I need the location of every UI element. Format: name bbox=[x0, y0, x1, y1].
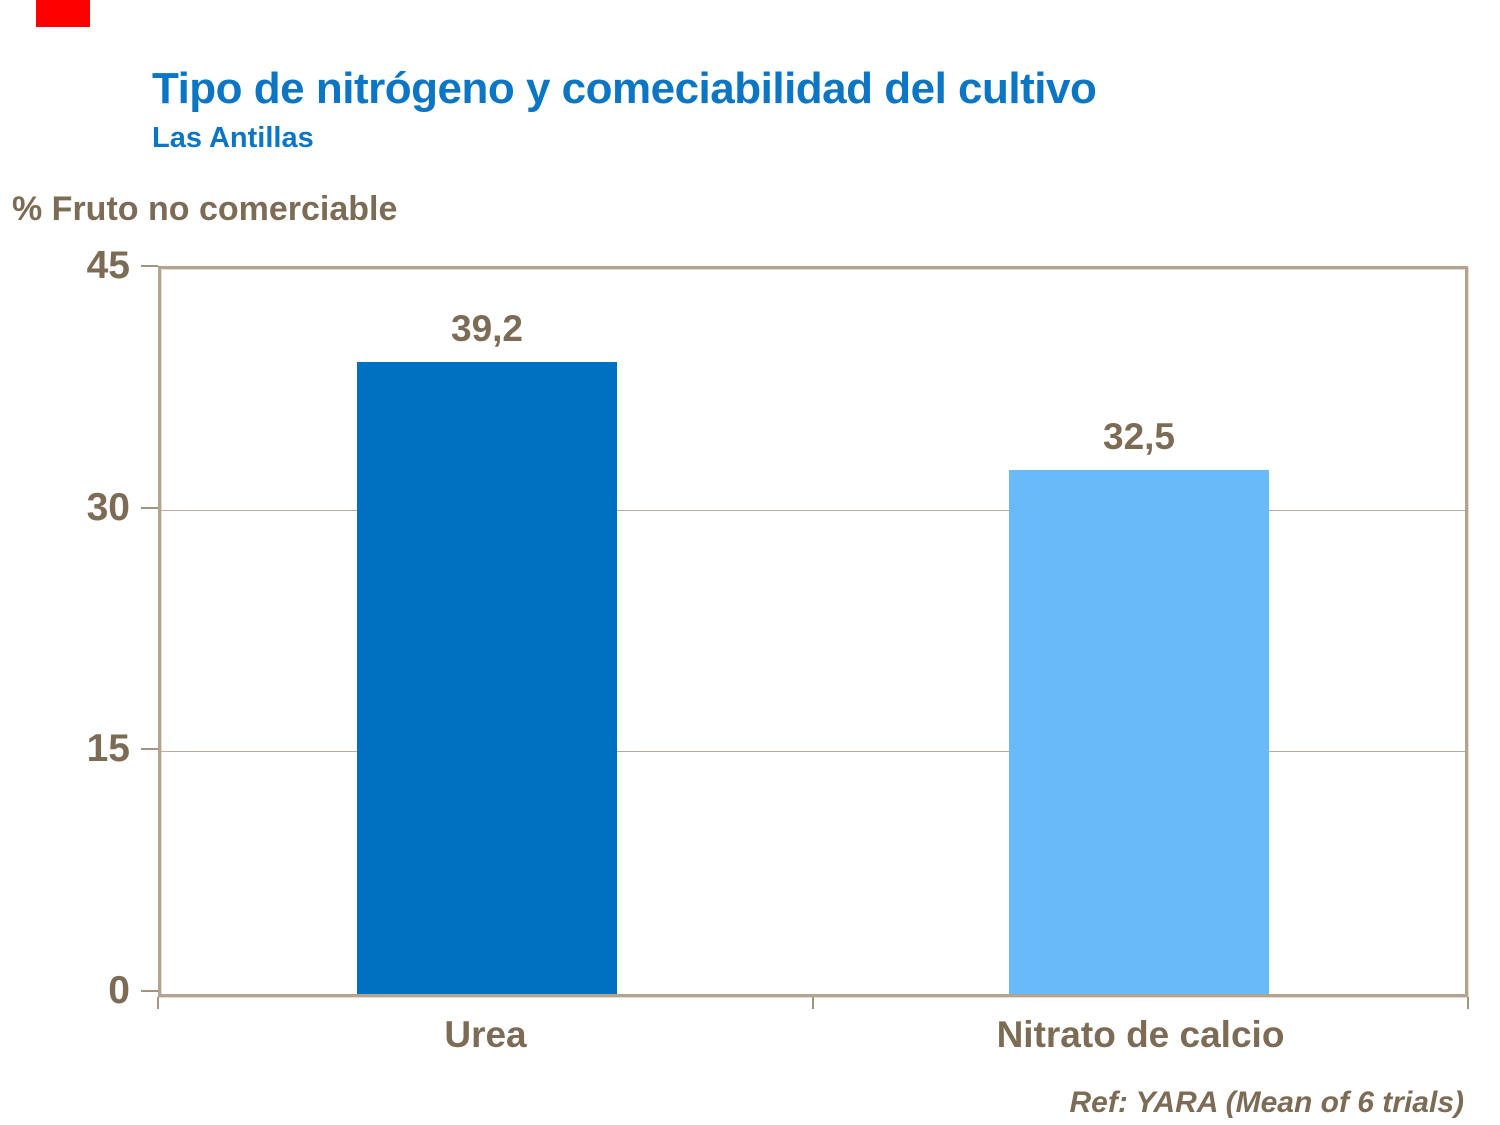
value-label-urea: 39,2 bbox=[450, 308, 524, 350]
y-axis-tick-marks bbox=[141, 265, 158, 992]
red-marker bbox=[36, 0, 90, 27]
y-tick-label-45: 45 bbox=[86, 244, 130, 287]
plot-area: 39,2 32,5 bbox=[158, 266, 1468, 997]
y-tick-mark bbox=[141, 748, 158, 751]
category-label-urea: Urea bbox=[444, 1014, 527, 1055]
y-axis-labels: 45 30 15 0 bbox=[0, 246, 130, 1011]
bar-urea bbox=[356, 362, 618, 994]
gridline-15 bbox=[161, 751, 1465, 753]
x-tick-mark bbox=[1467, 997, 1469, 1009]
page-subtitle: Las Antillas bbox=[152, 122, 314, 154]
y-axis-title: % Fruto no comerciable bbox=[12, 190, 398, 228]
x-axis-labels: Urea Nitrato de calcio bbox=[158, 1014, 1468, 1060]
gridline-30 bbox=[161, 509, 1465, 511]
category-label-nitrato-de-calcio: Nitrato de calcio bbox=[996, 1014, 1285, 1055]
y-tick-mark bbox=[141, 265, 158, 267]
y-tick-label-30: 30 bbox=[86, 485, 130, 529]
y-tick-label-15: 15 bbox=[86, 727, 130, 771]
y-tick-label-0: 0 bbox=[108, 969, 130, 1012]
y-tick-mark bbox=[141, 506, 158, 509]
bar-nitrato-de-calcio bbox=[1008, 470, 1270, 994]
y-tick-mark bbox=[141, 990, 158, 992]
page-title: Tipo de nitrógeno y comeciabilidad del c… bbox=[152, 64, 1097, 113]
x-axis-tick-marks bbox=[157, 997, 1469, 1011]
reference-note: Ref: YARA (Mean of 6 trials) bbox=[1069, 1086, 1465, 1119]
value-label-nitrato-de-calcio: 32,5 bbox=[1102, 416, 1176, 458]
x-tick-mark bbox=[812, 997, 814, 1009]
x-tick-mark bbox=[157, 997, 159, 1009]
